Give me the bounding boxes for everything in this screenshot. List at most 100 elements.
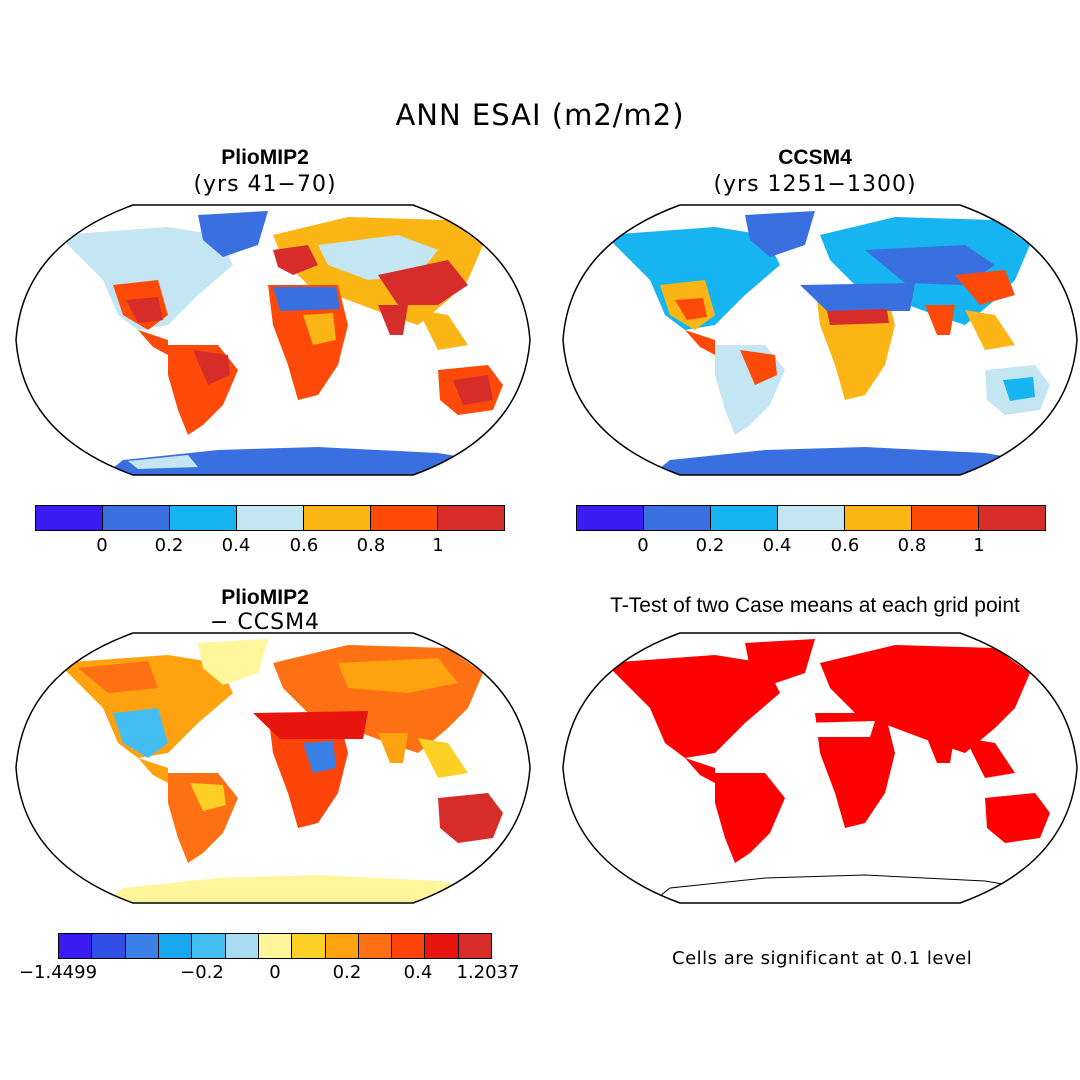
region-east-asia: [955, 270, 1015, 305]
panel-title-pliomip2: PlioMIP2: [221, 146, 309, 169]
map-ttest: [562, 632, 1078, 904]
colorbar-swatch: [425, 934, 459, 958]
colorbar-tick: 0.2: [332, 962, 362, 983]
map-ccsm4: [562, 204, 1078, 476]
region-antarctica-edge: [128, 455, 198, 469]
panel-title-ttest: T-Test of two Case means at each grid po…: [610, 594, 1020, 617]
region-europe: [273, 245, 318, 275]
region-india: [925, 733, 955, 763]
region-central-africa: [303, 313, 336, 345]
colorbar-swatch: [577, 506, 644, 530]
significance-footnote: Cells are significant at 0.1 level: [672, 948, 973, 969]
colorbar-ccsm4: [576, 505, 1046, 531]
region-canada: [78, 661, 158, 693]
region-greenland: [745, 211, 815, 257]
region-antarctica: [645, 447, 1045, 475]
colorbar-swatch: [912, 506, 979, 530]
colorbar-swatch: [36, 506, 103, 530]
colorbar-tick: 0.4: [221, 535, 251, 556]
region-australia-interior: [453, 375, 493, 405]
colorbar-swatch: [371, 506, 438, 530]
colorbar-swatch: [125, 934, 159, 958]
region-sahara-arabia: [800, 283, 915, 311]
colorbar-swatch: [292, 934, 326, 958]
colorbar-tick: 0.8: [356, 535, 386, 556]
region-india: [925, 305, 955, 335]
colorbar-tick: 1: [432, 535, 444, 556]
region-central-america: [685, 330, 715, 355]
region-usa: [113, 708, 168, 758]
colorbar-tick: 0.6: [289, 535, 319, 556]
region-australia: [438, 793, 503, 843]
colorbar-tick: 0.6: [830, 535, 860, 556]
region-sahara-not-significant: [800, 721, 875, 737]
region-east-asia: [378, 260, 468, 305]
region-southeast-asia: [418, 310, 468, 350]
colorbar-swatch: [304, 506, 371, 530]
map-pliomip2: [15, 204, 531, 476]
colorbar-swatch: [325, 934, 359, 958]
region-southeast-asia: [965, 738, 1015, 778]
region-eurasia: [820, 645, 1030, 753]
colorbar-swatch: [358, 934, 393, 958]
region-greenland: [745, 639, 815, 685]
colorbar-tick: −0.2: [180, 962, 224, 983]
colorbar-swatch: [778, 506, 845, 530]
region-central-america: [138, 330, 168, 355]
region-siberia: [338, 658, 458, 693]
colorbar-swatch: [458, 934, 492, 958]
map-border: [562, 204, 1078, 476]
colorbar-swatch: [979, 506, 1045, 530]
region-central-america: [138, 758, 168, 783]
region-sahara-arabia: [253, 711, 368, 739]
region-usa-east: [126, 297, 163, 323]
colorbar-swatch: [92, 934, 126, 958]
region-central-america: [685, 758, 715, 783]
panel-subtitle-ccsm4: (yrs 1251−1300): [713, 172, 917, 197]
region-sahara: [273, 287, 340, 311]
region-india: [378, 733, 408, 763]
map-difference: [15, 632, 531, 904]
colorbar-swatch: [258, 934, 293, 958]
region-north-america: [605, 227, 780, 330]
colorbar-tick: 0.4: [403, 962, 433, 983]
region-africa: [815, 713, 895, 828]
colorbar-pliomip2: [35, 505, 505, 531]
map-border: [15, 204, 531, 476]
region-amazon: [190, 783, 226, 811]
colorbar-swatch: [711, 506, 778, 530]
panel-subtitle-pliomip2: (yrs 41−70): [193, 172, 337, 197]
region-north-america: [605, 655, 780, 758]
region-central-africa: [303, 741, 336, 773]
region-australia: [985, 793, 1050, 843]
region-southeast-asia: [418, 738, 468, 778]
colorbar-tick: 0: [637, 535, 649, 556]
colorbar-swatch: [103, 506, 170, 530]
colorbar-tick: 0: [96, 535, 108, 556]
map-border: [15, 632, 531, 904]
colorbar-swatch: [59, 934, 93, 958]
colorbar-swatch: [644, 506, 711, 530]
colorbar-tick: 0.2: [154, 535, 184, 556]
region-sahel: [827, 309, 889, 325]
region-antarctica: [98, 447, 498, 475]
region-amazon: [740, 350, 777, 385]
colorbar-tick: −1.4499: [18, 962, 98, 983]
region-south-america: [715, 773, 785, 863]
region-greenland: [198, 211, 268, 257]
region-antarctica: [98, 875, 498, 903]
colorbar-swatch: [237, 506, 304, 530]
colorbar-swatch: [225, 934, 259, 958]
region-amazon: [193, 350, 230, 385]
region-north-america: [58, 227, 233, 330]
region-greenland: [198, 639, 268, 685]
panel-subtitle-difference: − CCSM4: [209, 610, 321, 635]
panel-title-difference: PlioMIP2: [221, 586, 309, 609]
colorbar-tick: 1: [973, 535, 985, 556]
region-india: [378, 305, 408, 335]
colorbar-tick: 0: [269, 962, 281, 983]
region-usa-east: [675, 298, 707, 320]
panel-title-ccsm4: CCSM4: [778, 146, 852, 169]
colorbar-tick: 0.2: [695, 535, 725, 556]
colorbar-swatch: [392, 934, 426, 958]
